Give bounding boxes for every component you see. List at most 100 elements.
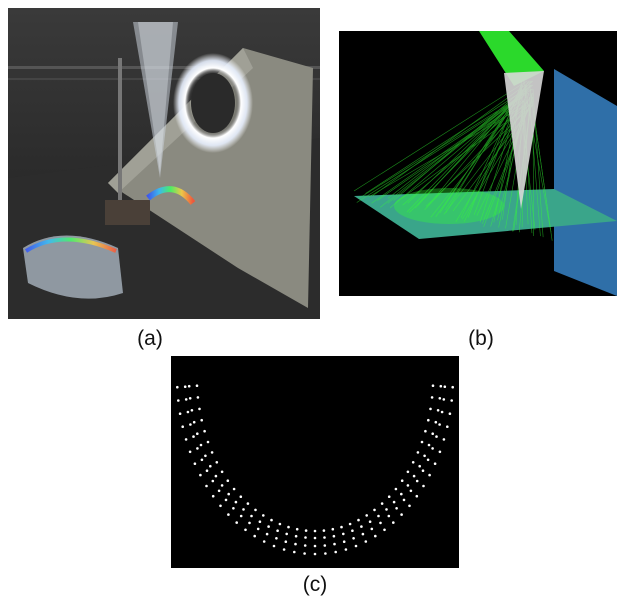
- caustic-dot: [334, 550, 337, 554]
- caustic-dot: [400, 479, 404, 482]
- caustic-dot: [364, 540, 368, 543]
- caustic-dot: [427, 418, 430, 422]
- caption-c: (c): [302, 573, 328, 596]
- caustic-dot: [211, 494, 215, 498]
- caustic-dot: [354, 544, 358, 548]
- caustic-dot: [361, 532, 365, 536]
- caustic-dot: [294, 542, 297, 546]
- caustic-dot: [287, 525, 290, 529]
- caustic-dot: [406, 470, 410, 474]
- caustic-dot: [282, 548, 286, 551]
- caustic-dot: [442, 438, 446, 441]
- caustic-dot: [232, 487, 236, 491]
- caustic-dot: [235, 521, 238, 524]
- caustic-dot: [438, 450, 442, 454]
- caustic-dot: [294, 534, 298, 538]
- caustic-dot: [248, 521, 251, 525]
- caustic-dot: [205, 484, 208, 488]
- caustic-dot: [272, 544, 276, 548]
- caustic-dot: [181, 425, 184, 428]
- caustic-dot: [365, 514, 368, 517]
- caustic-dot: [226, 479, 230, 482]
- caustic-dot: [373, 508, 376, 512]
- caustic-dot: [220, 470, 224, 474]
- dot-pattern: [176, 384, 455, 556]
- caustic-dot: [322, 529, 326, 532]
- caustic-dot: [239, 514, 243, 518]
- caustic-dot: [177, 399, 180, 402]
- caustic-dot: [385, 508, 388, 511]
- caustic-dot: [220, 484, 224, 487]
- caustic-dot: [448, 412, 452, 415]
- caustic-dot: [438, 423, 441, 426]
- caustic-dot: [215, 461, 219, 464]
- caustic-dot: [193, 462, 197, 465]
- caustic-dot: [342, 540, 346, 543]
- caustic-dot: [205, 469, 209, 472]
- caustic-dot: [421, 469, 425, 472]
- caustic-dot: [394, 487, 398, 491]
- caustic-dot: [415, 494, 419, 498]
- caustic-dot: [262, 514, 265, 517]
- caustic-dot: [451, 385, 455, 389]
- photo-panel: [8, 8, 320, 319]
- caustic-dot: [304, 529, 308, 532]
- caustic-dot: [246, 502, 250, 505]
- caustic-dot: [211, 479, 215, 483]
- caustic-dot: [427, 443, 431, 447]
- caustic-dot: [379, 521, 382, 525]
- caustic-dot: [434, 420, 438, 424]
- caustic-dot: [234, 500, 238, 504]
- caustic-dot: [400, 492, 403, 496]
- caustic-dot: [387, 514, 391, 518]
- caustic-dot: [446, 425, 449, 428]
- caustic-dot: [253, 534, 256, 538]
- caustic-dot: [278, 522, 282, 526]
- caustic-dot: [442, 398, 446, 401]
- caustic-dot: [340, 525, 343, 529]
- caustic-dot: [276, 529, 279, 532]
- caption-b: (b): [468, 327, 494, 350]
- caustic-dot: [210, 451, 214, 454]
- caustic-dot: [395, 507, 398, 510]
- caustic-dot: [430, 396, 434, 399]
- caustic-dot: [270, 518, 273, 522]
- caustic-dot: [293, 550, 296, 554]
- caustic-dot: [374, 534, 377, 538]
- caustic-dot: [250, 514, 253, 518]
- caustic-dot: [199, 443, 203, 447]
- caustic-dot: [368, 520, 372, 523]
- caustic-dot: [227, 492, 230, 496]
- caustic-dot: [423, 454, 426, 458]
- caustic-dot: [435, 435, 438, 438]
- caustic-dot: [203, 429, 206, 433]
- photo-illustration: [8, 8, 320, 319]
- caustic-dot: [426, 458, 430, 462]
- caustic-dot: [232, 507, 235, 510]
- caustic-dot: [183, 385, 187, 388]
- caustic-dot: [450, 399, 454, 402]
- caustic-dot: [438, 397, 442, 400]
- caustic-dot: [267, 525, 270, 528]
- caustic-dot: [351, 529, 354, 532]
- caustic-dot: [324, 552, 327, 555]
- caustic-dot: [262, 540, 266, 543]
- caustic-dot: [344, 548, 348, 551]
- caustic-dot: [284, 540, 288, 543]
- caustic-dot: [200, 458, 204, 462]
- caustic-dot: [436, 409, 440, 412]
- caustic-dot: [192, 435, 195, 438]
- caustic-dot: [331, 527, 335, 531]
- caustic-dot: [192, 420, 196, 424]
- caustic-dot: [370, 527, 374, 531]
- caustic-dot: [440, 410, 444, 414]
- caustic-dot: [189, 423, 192, 426]
- caustic-dot: [206, 440, 210, 444]
- raytrace-illustration: [353, 31, 617, 296]
- caustic-dot: [227, 513, 230, 516]
- caustic-dot: [439, 384, 443, 388]
- caustic-dot: [285, 532, 288, 536]
- caustic-dot: [186, 410, 190, 414]
- caustic-dot: [387, 495, 391, 498]
- caustic-dot: [313, 536, 317, 540]
